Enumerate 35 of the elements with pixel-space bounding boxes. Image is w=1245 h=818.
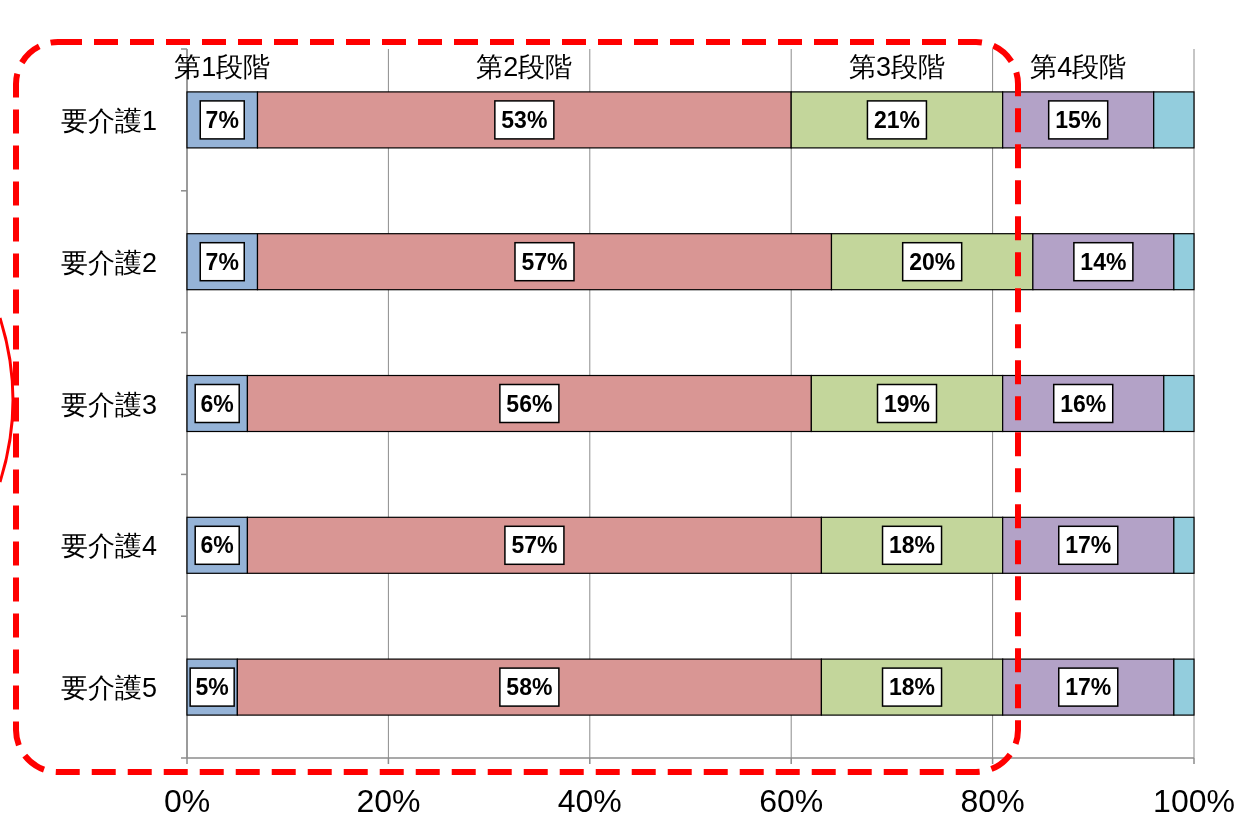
x-tick-label: 20% [356,783,421,818]
x-tick-label: 40% [557,783,622,818]
series-label: 第3段階 [848,52,945,82]
x-tick-label: 60% [759,783,824,818]
y-tick-label: 要介護2 [60,247,157,278]
data-label: 6% [200,390,234,417]
data-label: 7% [205,106,239,133]
data-label: 16% [1060,390,1107,417]
data-label: 18% [889,532,936,559]
series-label: 第1段階 [174,52,271,82]
data-label: 53% [501,106,548,133]
data-label: 57% [521,248,568,275]
y-tick-label: 要介護1 [60,105,157,136]
series-label: 第4段階 [1030,52,1127,82]
data-label: 20% [909,248,956,275]
data-label: 58% [506,674,553,701]
data-label: 56% [506,390,553,417]
y-tick-label: 要介護5 [60,673,157,704]
data-label: 17% [1065,532,1112,559]
data-label: 17% [1065,674,1112,701]
data-label: 14% [1080,248,1127,275]
data-label: 57% [511,532,558,559]
data-label: 7% [205,248,239,275]
series-label: 第2段階 [476,52,573,82]
x-tick-label: 0% [163,783,211,818]
data-label: 5% [195,674,229,701]
data-label: 6% [200,532,234,559]
y-tick-label: 要介護3 [60,389,157,420]
data-label: 19% [883,390,931,417]
x-tick-label: 100% [1153,783,1235,818]
data-label: 21% [873,106,920,133]
data-label: 18% [889,674,936,701]
x-tick-label: 80% [960,783,1025,818]
data-label: 15% [1055,106,1102,133]
y-tick-label: 要介護4 [60,531,157,562]
